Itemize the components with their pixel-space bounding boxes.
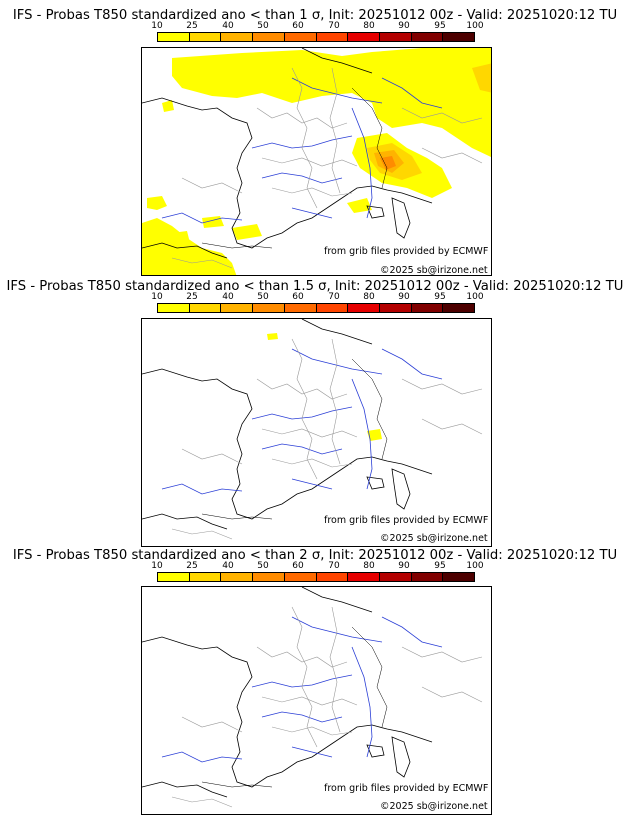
colorbar-segment [316, 573, 349, 581]
colorbar-segment [221, 304, 254, 312]
colorbar-segment [221, 33, 254, 41]
colorbar-segment [348, 573, 380, 581]
colorbar [157, 303, 475, 313]
credit-source: from grib files provided by ECMWF [324, 515, 489, 526]
colorbar-segment [379, 304, 412, 312]
colorbar-segment [411, 304, 444, 312]
colorbar-segment [253, 573, 285, 581]
tick-label: 40 [222, 561, 234, 571]
coastlines [142, 587, 433, 798]
colorbar-ticks: 10 25 40 50 60 70 80 90 95 100 [151, 292, 483, 303]
colorbar-segment [316, 304, 349, 312]
probability-area-50pct [380, 156, 396, 170]
colorbar-segment [189, 304, 222, 312]
tick-label: 50 [257, 292, 269, 302]
colorbar-segment [443, 33, 475, 41]
map-panel-2: IFS - Probas T850 standardized ano < tha… [0, 270, 630, 547]
rivers [161, 616, 443, 763]
tick-label: 50 [257, 21, 269, 31]
tick-label: 10 [151, 21, 163, 31]
tick-label: 70 [328, 561, 340, 571]
colorbar-segment [253, 33, 285, 41]
colorbar-ticks: 10 25 40 50 60 70 80 90 95 100 [151, 21, 483, 32]
coastlines [142, 319, 433, 530]
map-panel-3: IFS - Probas T850 standardized ano < tha… [0, 540, 630, 816]
panel-title: IFS - Probas T850 standardized ano < tha… [12, 548, 618, 563]
admin-borders [171, 606, 483, 808]
tick-label: 25 [186, 21, 198, 31]
admin-borders [171, 338, 483, 540]
tick-label: 90 [398, 292, 410, 302]
colorbar-segment [379, 573, 412, 581]
colorbar-segment [284, 573, 317, 581]
map-area: from grib files provided by ECMWF ©2025 … [141, 47, 492, 276]
france-map [142, 319, 483, 540]
colorbar [157, 32, 475, 42]
tick-label: 80 [363, 21, 375, 31]
colorbar-segment [189, 33, 222, 41]
tick-label: 70 [328, 21, 340, 31]
colorbar-segment [158, 573, 190, 581]
tick-label: 100 [466, 21, 484, 31]
tick-label: 60 [292, 561, 304, 571]
colorbar-segment [443, 573, 475, 581]
map-area: from grib files provided by ECMWF ©2025 … [141, 318, 492, 547]
country-borders [201, 87, 388, 249]
colorbar-segment [348, 304, 380, 312]
credit-copyright: ©2025 sb@irizone.net [380, 801, 488, 812]
tick-label: 80 [363, 561, 375, 571]
colorbar-segment [411, 33, 444, 41]
map-panel-1: IFS - Probas T850 standardized ano < tha… [0, 0, 630, 276]
colorbar [157, 572, 475, 582]
colorbar-segment [443, 304, 475, 312]
colorbar-segment [316, 33, 349, 41]
credit-source: from grib files provided by ECMWF [324, 783, 489, 794]
coastlines [142, 48, 433, 259]
panel-title: IFS - Probas T850 standardized ano < tha… [6, 279, 624, 294]
map-area: from grib files provided by ECMWF ©2025 … [141, 586, 492, 815]
tick-label: 60 [292, 21, 304, 31]
tick-label: 40 [222, 292, 234, 302]
rivers [161, 348, 443, 495]
tick-label: 95 [434, 292, 446, 302]
tick-label: 100 [466, 561, 484, 571]
france-map [142, 587, 483, 808]
country-borders [201, 358, 388, 520]
tick-label: 25 [186, 561, 198, 571]
tick-label: 95 [434, 21, 446, 31]
tick-label: 100 [466, 292, 484, 302]
colorbar-segment [221, 573, 254, 581]
colorbar-segment [348, 33, 380, 41]
tick-label: 90 [398, 561, 410, 571]
tick-label: 10 [151, 292, 163, 302]
tick-label: 40 [222, 21, 234, 31]
tick-label: 25 [186, 292, 198, 302]
admin-borders [171, 67, 483, 269]
colorbar-segment [284, 33, 317, 41]
credit-source: from grib files provided by ECMWF [324, 246, 489, 257]
panel-title: IFS - Probas T850 standardized ano < tha… [12, 8, 618, 23]
tick-label: 60 [292, 292, 304, 302]
tick-label: 70 [328, 292, 340, 302]
credit-copyright: ©2025 sb@irizone.net [380, 265, 488, 276]
colorbar-segment [379, 33, 412, 41]
probability-area-10pct [142, 48, 491, 275]
colorbar-segment [411, 573, 444, 581]
probability-area-10pct [267, 333, 382, 441]
country-borders [201, 626, 388, 788]
tick-label: 80 [363, 292, 375, 302]
colorbar-segment [284, 304, 317, 312]
tick-label: 50 [257, 561, 269, 571]
colorbar-segment [158, 33, 190, 41]
tick-label: 90 [398, 21, 410, 31]
tick-label: 10 [151, 561, 163, 571]
colorbar-segment [189, 573, 222, 581]
colorbar-segment [253, 304, 285, 312]
credit-copyright: ©2025 sb@irizone.net [380, 533, 488, 544]
colorbar-segment [158, 304, 190, 312]
colorbar-ticks: 10 25 40 50 60 70 80 90 95 100 [151, 561, 483, 572]
tick-label: 95 [434, 561, 446, 571]
france-map [142, 48, 491, 275]
